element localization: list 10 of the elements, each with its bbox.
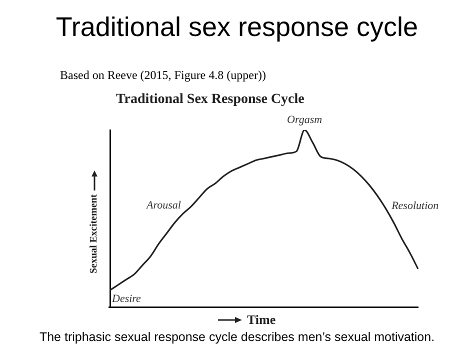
annotation: Arousal: [146, 200, 181, 212]
y-axis-title: Sexual Excitement: [88, 194, 100, 274]
text: Based on Reeve (2015, Figure 4.8 (upper)): [60, 68, 266, 83]
x-axis-title: Time: [247, 312, 276, 328]
text: The triphasic sexual response cycle describes men’s sexual motivation.: [38, 330, 436, 344]
annotation: Desire: [111, 293, 142, 306]
text: Orgasm: [287, 114, 322, 126]
chart-title: Traditional sex response cycle: [54, 12, 420, 43]
chart-subtitle: Traditional Sex Response Cycle: [116, 92, 304, 108]
annotation: Resolution: [390, 200, 440, 212]
